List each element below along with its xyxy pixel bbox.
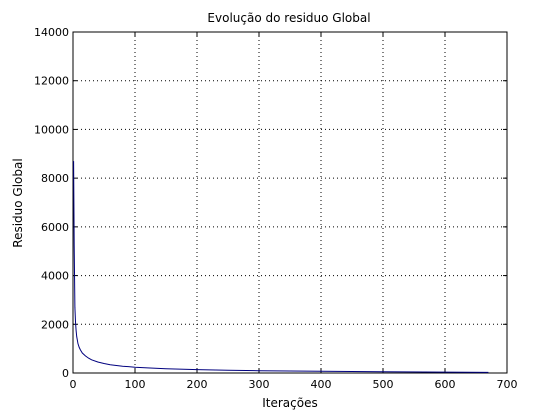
x-axis-label: Iterações	[262, 396, 318, 410]
x-tick-label: 400	[311, 378, 332, 391]
y-tick-label: 2000	[41, 318, 69, 331]
y-tick-labels: 0 2000 4000 6000 8000 10000 12000 14000	[34, 26, 69, 380]
axis-ticks	[72, 31, 508, 374]
chart-title: Evolução do residuo Global	[207, 11, 370, 25]
x-tick-label: 600	[435, 378, 456, 391]
x-tick-labels: 0 100 200 300 400 500 600 700	[70, 378, 518, 391]
plot-frame	[72, 31, 508, 374]
series-line	[73, 161, 489, 373]
y-tick-label: 6000	[41, 221, 69, 234]
y-tick-label: 12000	[34, 75, 69, 88]
x-tick-label: 200	[187, 378, 208, 391]
x-tick-label: 0	[70, 378, 77, 391]
x-tick-label: 500	[373, 378, 394, 391]
x-tick-label: 300	[249, 378, 270, 391]
y-axis-label: Residuo Global	[11, 158, 25, 247]
y-tick-label: 10000	[34, 123, 69, 136]
y-tick-label: 4000	[41, 270, 69, 283]
x-tick-label: 700	[497, 378, 518, 391]
y-tick-label: 14000	[34, 26, 69, 39]
x-tick-label: 100	[125, 378, 146, 391]
grid-lines	[73, 32, 507, 373]
y-tick-label: 0	[62, 367, 69, 380]
y-tick-label: 8000	[41, 172, 69, 185]
